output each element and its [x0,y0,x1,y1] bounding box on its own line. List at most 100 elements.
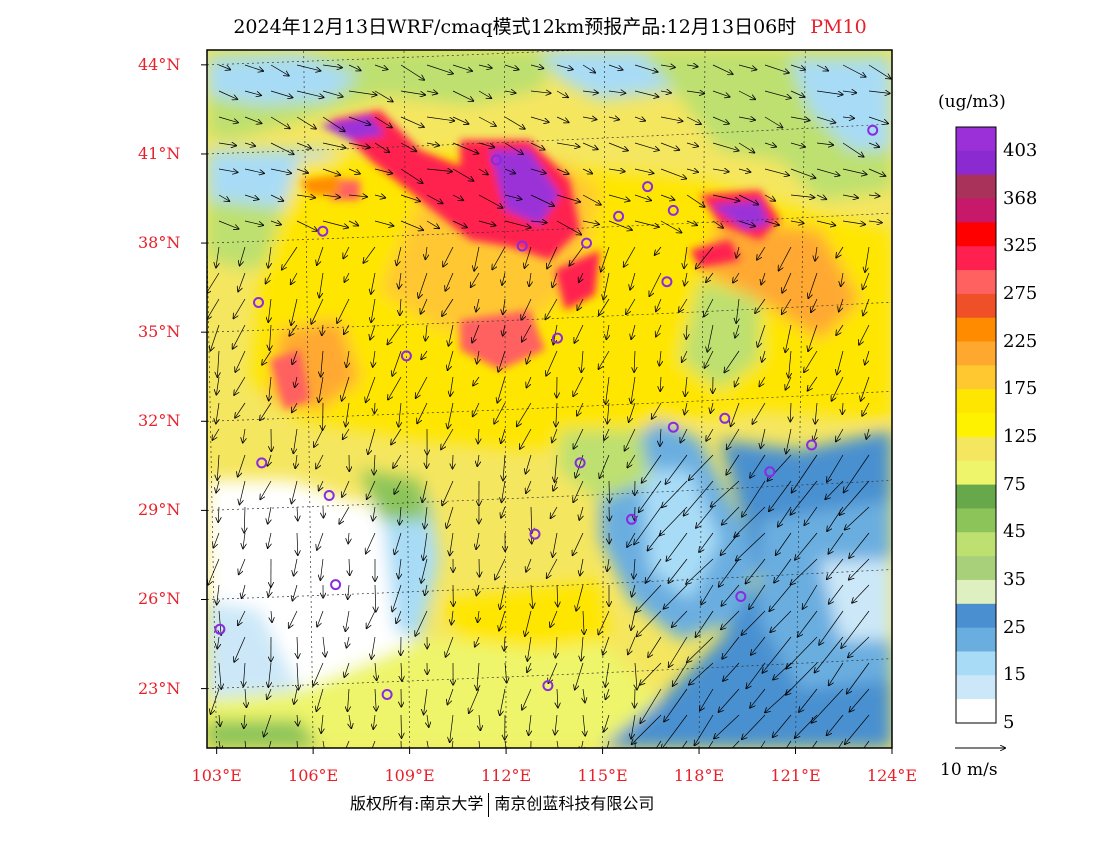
wind-arrow [527,636,532,661]
wind-arrow [842,220,865,224]
wind-arrow [634,168,653,173]
wind-arrow [738,169,750,172]
wind-arrow [842,64,866,77]
wind-arrow [634,220,659,227]
wind-arrow [785,324,792,352]
wind-arrow [664,584,688,609]
copyright: 版权所有:南京大学 南京创蓝科技有限公司 [350,790,654,817]
wind-arrow [294,688,297,704]
wind-arrow [452,90,473,101]
wind-arrow [297,636,298,658]
wind-arrow [311,298,324,324]
wind-arrow [712,90,730,97]
wind-arrow [529,272,531,286]
wind-arrow [815,636,844,673]
wind-arrow [649,272,662,296]
wind-arrow [778,506,792,527]
wind-arrow [608,117,619,120]
wind-arrow [577,402,584,416]
wind-arrow [733,272,740,283]
wind-arrow [243,532,245,548]
wind-arrow [847,662,870,694]
city-station-marker [317,225,329,237]
legend-swatch [956,198,996,223]
city-station-marker [667,421,679,433]
wind-arrow [442,298,454,316]
wind-arrow [721,610,740,629]
wind-arrow [425,324,427,341]
wind-arrow [689,454,714,480]
wind-arrow [218,143,236,146]
wind-arrow [264,714,272,736]
wind-arrow [373,506,375,521]
wind-arrow [270,64,289,76]
wind-arrow [686,65,698,67]
lat-label: 23°N [138,678,181,698]
wind-arrow [721,584,740,606]
wind-arrow [322,740,325,748]
wind-arrow [808,324,818,351]
wind-arrow [868,221,882,223]
wind-arrow [207,298,220,319]
wind-arrow [504,194,521,199]
legend-unit: (ug/m3) [938,92,1006,112]
wind-arrow [746,558,766,584]
legend-label: 125 [1003,425,1038,447]
wind-arrow [752,402,766,424]
wind-arrow [526,480,532,493]
lat-label: 26°N [138,589,181,609]
wind-arrow [631,610,636,630]
wind-arrow [840,480,870,515]
wind-arrow [452,194,463,200]
wind-arrow [400,116,424,127]
wind-arrow [799,688,818,712]
wind-arrow [798,610,818,637]
wind-arrow [474,246,480,271]
wind-arrow [827,506,844,531]
wind-arrow [293,584,298,601]
wind-arrow [696,610,714,637]
wind-arrow [579,272,583,282]
wind-arrow [504,142,523,154]
wind-arrow [696,246,714,269]
wind-arrow [321,714,323,733]
legend-frame [955,126,997,724]
wind-arrow [746,662,766,688]
wind-arrow [842,168,867,174]
wind-arrow [218,90,237,99]
copyright-left: 版权所有:南京大学 [350,794,484,813]
wind-arrow [450,376,453,396]
wind-arrow [363,246,376,263]
wind-arrow [866,428,869,439]
wind-arrow [268,532,271,548]
wind-arrow [530,221,547,223]
wind-arrow [478,90,491,98]
wind-arrow [668,558,688,583]
wind-arrow [316,454,324,468]
wind-arrow [868,116,888,123]
wind-arrow [234,636,246,662]
map-frame [206,49,893,749]
wind-arrow [244,714,245,728]
wind-arrow [664,688,688,721]
wind-arrow [497,376,506,403]
legend-swatch [956,532,996,557]
wind-arrow [687,636,714,662]
legend-label: 275 [1003,282,1038,304]
city-station-marker [581,237,592,249]
city-station-marker [516,240,528,252]
wind-arrow [317,610,324,627]
wind-arrow [763,636,792,673]
wind-arrow [556,740,559,748]
wind-arrow [556,220,581,235]
legend-label: 15 [1003,664,1026,686]
wind-arrow [686,143,698,146]
wind-arrow [637,610,662,636]
wind-arrow [240,246,246,265]
wind-arrow [662,714,688,748]
wind-arrow [689,662,714,685]
wind-arrow [632,714,662,744]
wind-arrow [842,91,856,93]
wind-arrow [450,532,453,555]
wind-arrow [556,168,569,174]
